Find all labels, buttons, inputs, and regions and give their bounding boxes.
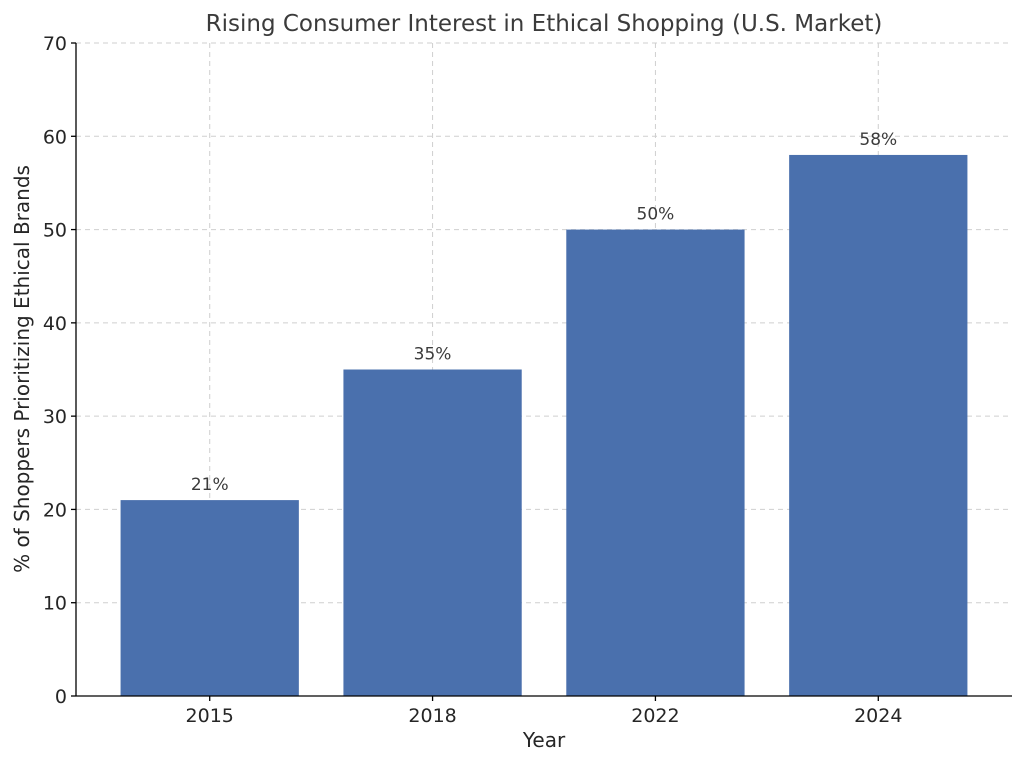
y-tick-label: 30 bbox=[43, 406, 67, 428]
chart-title: Rising Consumer Interest in Ethical Shop… bbox=[206, 11, 883, 37]
bar-2018 bbox=[343, 369, 522, 696]
y-tick-label: 20 bbox=[43, 499, 67, 521]
x-tick-label: 2024 bbox=[854, 705, 902, 727]
bars bbox=[120, 154, 968, 697]
y-tick-label: 0 bbox=[55, 686, 67, 708]
data-label: 58% bbox=[859, 130, 897, 150]
axes bbox=[75, 43, 1012, 697]
x-axis-title: Year bbox=[522, 728, 566, 752]
y-tick-label: 40 bbox=[43, 313, 67, 335]
data-label: 50% bbox=[637, 205, 675, 225]
data-label: 21% bbox=[191, 475, 229, 495]
data-label: 35% bbox=[414, 345, 452, 365]
y-axis-title: % of Shoppers Prioritizing Ethical Brand… bbox=[10, 165, 34, 573]
y-tick-label: 60 bbox=[43, 126, 67, 148]
bar-2015 bbox=[120, 500, 299, 696]
bar-2024 bbox=[789, 154, 968, 696]
y-tick-label: 50 bbox=[43, 220, 67, 242]
x-tick-label: 2015 bbox=[186, 705, 234, 727]
y-tick-label: 10 bbox=[43, 593, 67, 615]
tick-labels: 0 10 20 30 40 50 60 70 2015 2018 2022 2024 bbox=[43, 33, 903, 727]
x-tick-label: 2022 bbox=[631, 705, 679, 727]
x-tick-label: 2018 bbox=[408, 705, 456, 727]
bar-2022 bbox=[566, 229, 745, 697]
y-tick-label: 70 bbox=[43, 33, 67, 55]
data-labels: 21% 35% 50% 58% bbox=[191, 130, 897, 495]
